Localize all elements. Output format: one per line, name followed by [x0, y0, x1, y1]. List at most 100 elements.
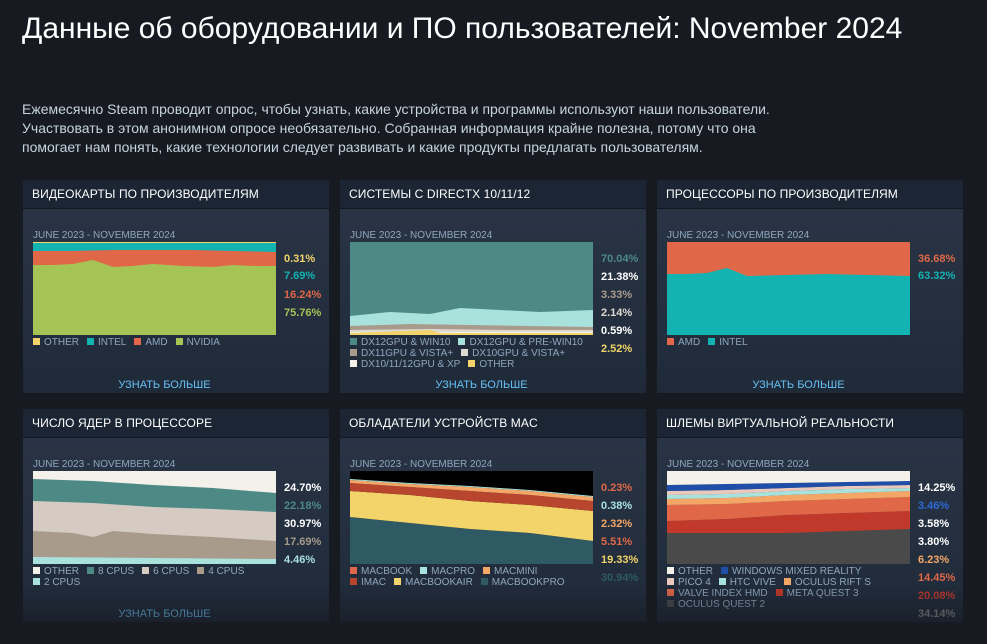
intro-line: помогает нам понять, какие технологии сл…	[22, 139, 703, 155]
legend-label: WINDOWS MIXED REALITY	[732, 566, 862, 577]
percent-value: 22.18%	[284, 500, 322, 512]
panel-gpu-vendors: ВИДЕОКАРТЫ ПО ПРОИЗВОДИТЕЛЯМ JUNE 2023 -…	[23, 180, 329, 393]
legend-item: DX11GPU & VISTA+	[350, 348, 453, 359]
panel-title: ЧИСЛО ЯДЕР В ПРОЦЕССОРЕ	[23, 409, 329, 438]
legend-row: AMD INTEL	[667, 337, 756, 348]
legend-item: OTHER	[33, 337, 79, 348]
legend-label: OCULUS QUEST 2	[678, 599, 766, 610]
legend-row: DX10/11/12GPU & XP OTHER	[350, 359, 591, 370]
legend-item: 4 CPUS	[197, 566, 244, 577]
legend-item: INTEL	[87, 337, 126, 348]
area-other	[667, 471, 910, 485]
chart-legend: OTHER 8 CPUS 6 CPUS 4 CPUS 2 CPUS	[33, 566, 252, 588]
percent-value: 30.94%	[601, 572, 639, 584]
date-range: JUNE 2023 - NOVEMBER 2024	[33, 459, 176, 470]
legend-item: OCULUS QUEST 2	[667, 599, 765, 610]
area-4cpus	[33, 531, 276, 564]
legend-label: DX11GPU & VISTA+	[361, 348, 454, 359]
area-index	[667, 497, 910, 521]
legend-label: NVIDIA	[186, 337, 220, 348]
legend-item: AMD	[667, 337, 700, 348]
panel-title: ПРОЦЕССОРЫ ПО ПРОИЗВОДИТЕЛЯМ	[657, 180, 963, 209]
legend-item: MACBOOKAIR	[394, 577, 473, 588]
panel-vr: ШЛЕМЫ ВИРТУАЛЬНОЙ РЕАЛЬНОСТИ JUNE 2023 -…	[657, 409, 963, 622]
legend-swatch	[667, 578, 674, 585]
legend-label: OTHER	[44, 566, 79, 577]
legend-swatch	[783, 578, 791, 585]
legend-item: DX12GPU & WIN10	[350, 337, 450, 348]
legend-label: DX12GPU & PRE-WIN10	[469, 337, 583, 348]
legend-swatch	[134, 338, 142, 345]
chart-legend: DX12GPU & WIN10 DX12GPU & PRE-WIN10 DX11GP…	[350, 337, 591, 370]
legend-row: DX12GPU & WIN10 DX12GPU & PRE-WIN10	[350, 337, 591, 348]
legend-item: WINDOWS MIXED REALITY	[721, 566, 861, 577]
legend-swatch	[667, 567, 674, 574]
percent-value: 6.23%	[918, 554, 950, 566]
learn-more-link[interactable]: УЗНАТЬ БОЛЬШЕ	[435, 379, 528, 391]
percent-value: 34.14%	[918, 608, 956, 620]
legend-swatch	[468, 360, 476, 367]
legend-swatch	[87, 567, 94, 574]
legend-label: AMD	[145, 337, 168, 348]
legend-swatch	[87, 338, 94, 345]
percent-value: 36.68%	[918, 253, 956, 265]
legend-swatch	[394, 578, 401, 585]
area-amd	[667, 242, 910, 276]
legend-swatch	[197, 567, 205, 574]
percent-value: 20.08%	[918, 590, 956, 602]
legend-swatch	[350, 338, 357, 345]
legend-item: 6 CPUS	[142, 566, 189, 577]
panel-title: СИСТЕМЫ С DIRECTX 10/11/12	[340, 180, 646, 209]
area-quest3	[667, 511, 910, 533]
legend-swatch	[350, 567, 357, 574]
legend-item: DX10/11/12GPU & XP	[350, 359, 460, 370]
percent-value: 75.76%	[284, 307, 322, 319]
area-macbookpro	[350, 517, 593, 564]
percent-value: 3.46%	[918, 500, 950, 512]
legend-item: DX10GPU & VISTA+	[461, 348, 565, 359]
legend-label: OCULUS RIFT S	[794, 577, 871, 588]
legend-label: AMD	[678, 337, 701, 348]
percent-value: 70.04%	[601, 253, 639, 265]
legend-item: MACPRO	[420, 566, 475, 577]
legend-label: META QUEST 3	[786, 588, 859, 599]
legend-label: MACBOOKAIR	[405, 577, 473, 588]
percent-value: 21.38%	[601, 271, 639, 283]
legend-item: MACBOOK	[350, 566, 412, 577]
stacked-area-chart	[350, 471, 593, 564]
panel-directx: СИСТЕМЫ С DIRECTX 10/11/12 JUNE 2023 - N…	[340, 180, 646, 393]
area-macbookair	[350, 491, 593, 541]
legend-label: MACBOOKPRO	[491, 577, 565, 588]
date-range: JUNE 2023 - NOVEMBER 2024	[350, 230, 493, 241]
learn-more-link[interactable]: УЗНАТЬ БОЛЬШЕ	[118, 608, 211, 620]
legend-label: MACMINI	[494, 566, 538, 577]
percent-value: 0.23%	[601, 482, 633, 494]
legend-label: DX12GPU & WIN10	[361, 337, 451, 348]
legend-swatch	[480, 578, 488, 585]
legend-item: OCULUS RIFT S	[783, 577, 871, 588]
stacked-area-chart	[350, 242, 593, 335]
area-imac	[350, 483, 593, 511]
legend-label: MACPRO	[431, 566, 476, 577]
percent-value: 3.33%	[601, 289, 633, 301]
percent-value: 0.38%	[601, 500, 633, 512]
area-macmini	[350, 480, 593, 501]
legend-item: INTEL	[708, 337, 748, 348]
legend-item: MACMINI	[483, 566, 537, 577]
legend-swatch	[458, 338, 466, 345]
legend-label: OTHER	[44, 337, 79, 348]
legend-swatch	[350, 360, 357, 367]
learn-more-link[interactable]: УЗНАТЬ БОЛЬШЕ	[752, 379, 845, 391]
learn-more-link[interactable]: УЗНАТЬ БОЛЬШЕ	[118, 379, 211, 391]
chart-legend: OTHER WINDOWS MIXED REALITY PICO 4 HTC VIVE…	[667, 566, 879, 610]
percent-value: 3.80%	[918, 536, 950, 548]
legend-swatch	[667, 600, 674, 607]
legend-label: 6 CPUS	[153, 566, 190, 577]
legend-item: IMAC	[350, 577, 386, 588]
legend-label: VALVE INDEX HMD	[678, 588, 768, 599]
panel-cpu-vendors: ПРОЦЕССОРЫ ПО ПРОИЗВОДИТЕЛЯМ JUNE 2023 -…	[657, 180, 963, 393]
legend-row: IMAC MACBOOKAIR MACBOOKPRO	[350, 577, 573, 588]
chart-legend: AMD INTEL	[667, 337, 756, 348]
percent-value: 24.70%	[284, 482, 322, 494]
percent-value: 14.25%	[918, 482, 956, 494]
